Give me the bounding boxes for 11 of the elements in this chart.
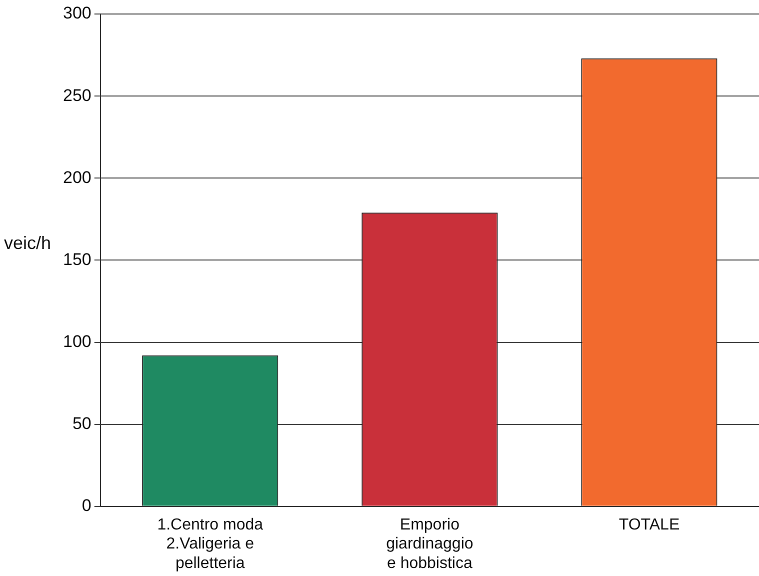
y-axis-title: veic/h	[4, 232, 52, 253]
x-tick-label: Emporio giardinaggio e hobbistica	[386, 516, 474, 572]
y-tick-label: 150	[62, 250, 92, 269]
y-tick-label: 100	[62, 332, 92, 351]
y-tick-label: 250	[62, 86, 92, 105]
x-tick-label: TOTALE	[618, 516, 680, 534]
x-tick-label: 1.Centro moda 2.Valigeria e pelletteria	[157, 516, 264, 572]
y-tick-label: 300	[62, 4, 92, 23]
y-tick-label: 0	[82, 496, 92, 516]
y-tick-label: 200	[62, 168, 92, 187]
y-tick-label: 50	[72, 414, 92, 434]
